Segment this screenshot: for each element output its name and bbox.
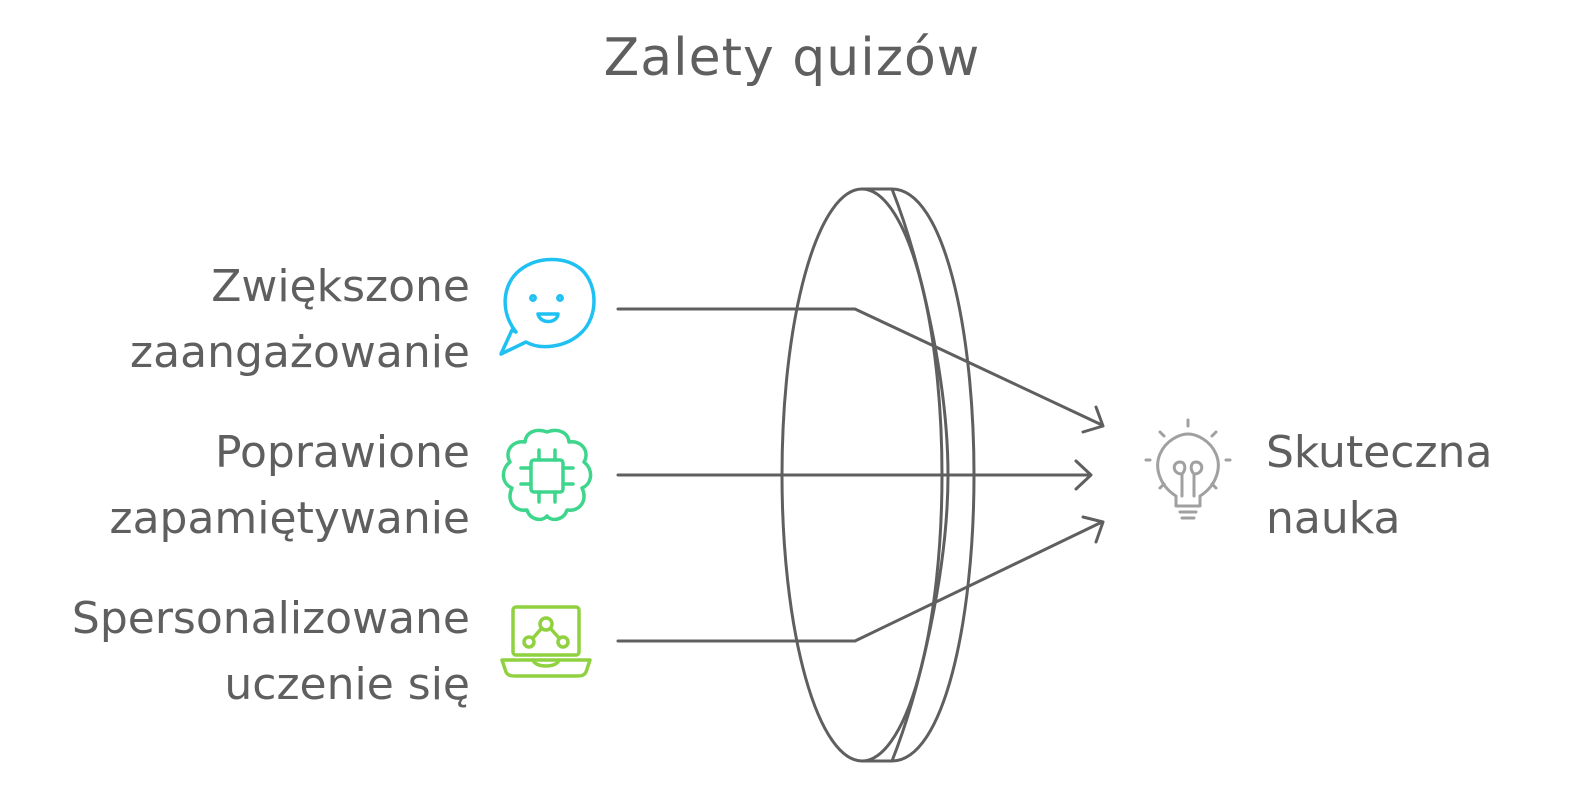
arrow-head-personalized — [1081, 515, 1105, 544]
input-label-line1: Poprawione — [215, 427, 470, 478]
output-label-line2: nauka — [1266, 493, 1401, 544]
smiling-speech-bubble-icon — [499, 257, 596, 356]
laptop-network-icon — [500, 605, 592, 678]
arrow-personalized — [616, 520, 1104, 643]
input-label-personalized: Spersonalizowane uczenie się — [72, 586, 470, 718]
input-label-line1: Spersonalizowane — [71, 593, 470, 644]
input-label-line2: uczenie się — [224, 659, 470, 710]
input-label-memory: Poprawione zapamiętywanie — [109, 420, 470, 552]
output-label-line1: Skuteczna — [1266, 427, 1493, 478]
diagram-title: Zalety quizów — [603, 28, 981, 88]
input-label-engagement: Zwiększone zaangażowanie — [130, 254, 470, 386]
lightbulb-icon — [1144, 418, 1232, 520]
input-label-line2: zaangażowanie — [130, 327, 470, 378]
output-label: Skuteczna nauka — [1266, 420, 1492, 552]
brain-chip-icon — [501, 428, 593, 522]
input-label-line1: Zwiększone — [211, 261, 470, 312]
arrow-engagement — [616, 307, 1104, 427]
input-label-line2: zapamiętywanie — [109, 493, 470, 544]
arrow-head-memory — [1074, 459, 1093, 491]
arrow-head-engagement — [1081, 405, 1105, 434]
arrow-lines — [616, 307, 1105, 643]
